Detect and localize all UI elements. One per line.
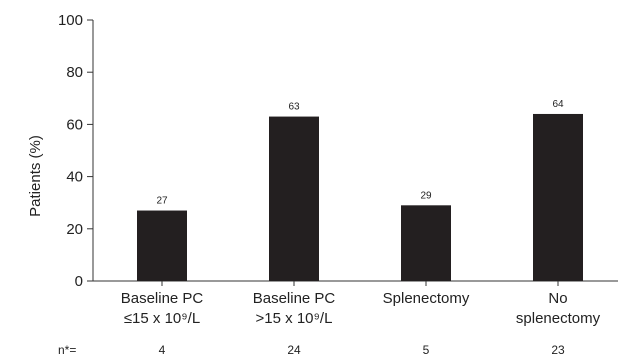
y-tick-label: 100	[58, 12, 83, 29]
bar	[533, 113, 583, 282]
x-category-label: Baseline PC	[121, 290, 204, 307]
y-tick-label: 40	[66, 169, 83, 186]
x-category-label: No	[548, 290, 567, 307]
bar	[269, 116, 319, 281]
n-prefix-label: n*=	[58, 343, 76, 357]
n-count-label: 5	[423, 343, 430, 357]
chart-bars	[137, 113, 583, 282]
n-count-label: 23	[551, 343, 565, 357]
y-tick-label: 80	[66, 64, 83, 81]
n-count-label: 4	[159, 343, 166, 357]
x-category-label: Baseline PC	[253, 290, 336, 307]
n-count-label: 24	[287, 343, 301, 357]
y-tick-label: 20	[66, 221, 83, 238]
y-tick-label: 60	[66, 116, 83, 133]
bar-value-label: 27	[156, 196, 168, 207]
y-axis-title: Patients (%)	[27, 135, 44, 217]
x-category-label: Splenectomy	[383, 290, 470, 307]
bar	[137, 210, 187, 281]
chart-labels: 27 63 29 64 Baseline PC ≤15 x 10⁹/L Baseline P…	[58, 99, 601, 357]
y-tick-label: 0	[75, 273, 83, 290]
x-category-label: >15 x 10⁹/L	[256, 310, 333, 327]
bar-value-label: 63	[288, 102, 300, 113]
bar	[401, 205, 451, 281]
x-category-label: splenectomy	[516, 310, 601, 327]
x-category-label: ≤15 x 10⁹/L	[124, 310, 200, 327]
bar-value-label: 64	[552, 99, 564, 110]
bar-value-label: 29	[420, 190, 432, 201]
